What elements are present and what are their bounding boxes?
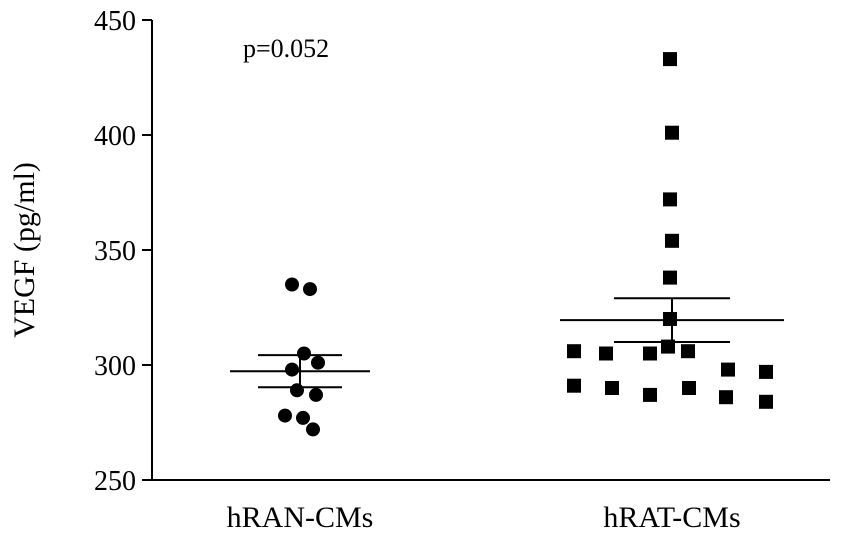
data-point-circle [306, 422, 320, 437]
y-tick-label: 400 [94, 121, 136, 152]
data-point-circle [296, 410, 310, 425]
y-tick-label: 300 [94, 351, 136, 382]
data-point-circle [285, 362, 299, 377]
data-point-square [605, 381, 619, 395]
data-point-square [599, 346, 613, 361]
data-point-square [643, 387, 657, 402]
data-point-square [665, 233, 679, 248]
data-point-square [665, 125, 679, 140]
y-tick-label: 350 [94, 236, 136, 267]
data-point-square [663, 270, 677, 285]
data-point-square [661, 339, 675, 354]
data-point-circle [303, 282, 317, 297]
data-point-square [643, 346, 657, 361]
data-point-square [759, 364, 773, 379]
x-category-label: hRAN-CMs [227, 501, 374, 534]
mean-sem-bars [230, 297, 784, 389]
data-point-square [681, 344, 695, 359]
data-point-circle [290, 383, 304, 398]
x-category-label: hRAT-CMs [603, 501, 740, 534]
data-point-circle [278, 408, 292, 423]
data-point-circle [285, 277, 299, 292]
data-point-circle [309, 387, 323, 402]
y-axis-label: VEGF (pg/ml) [8, 162, 41, 338]
data-point-square [567, 344, 581, 359]
data-points [278, 52, 773, 437]
data-point-square [567, 378, 581, 393]
y-tick-label: 450 [94, 6, 136, 37]
data-point-square [759, 394, 773, 409]
p-value-annotation: p=0.052 [243, 34, 329, 63]
data-point-square [719, 390, 733, 405]
data-point-square [721, 362, 735, 377]
data-point-circle [297, 346, 311, 361]
y-ticks: 250 300 350 400 450 [94, 6, 152, 497]
data-point-circle [311, 355, 325, 370]
data-point-square [663, 192, 677, 207]
y-tick-label: 250 [94, 466, 136, 497]
data-point-square [682, 381, 696, 395]
axes [151, 20, 830, 481]
data-point-square [663, 52, 677, 67]
data-point-square [663, 312, 677, 326]
category-labels: hRAN-CMs hRAT-CMs [227, 501, 741, 534]
